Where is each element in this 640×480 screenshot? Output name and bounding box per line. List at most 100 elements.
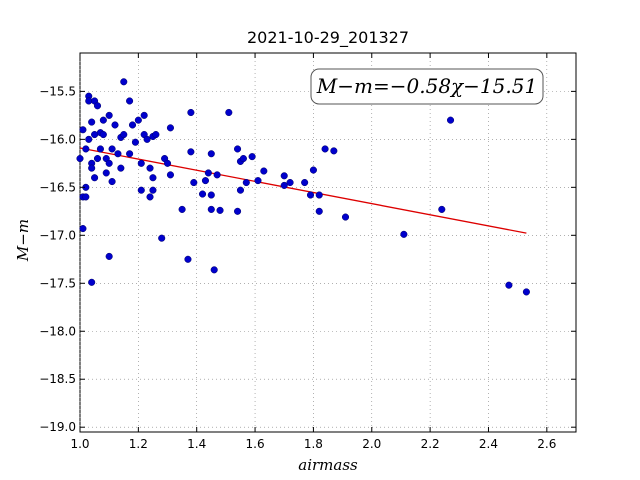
x-tick-label: 2.2 xyxy=(421,437,440,451)
data-point xyxy=(254,177,262,185)
y-axis-ticks: −15.5 −16.0 −16.5 −17.0 −17.5 −18.0 −18.5 −19.0 xyxy=(39,84,576,434)
data-point xyxy=(76,154,84,163)
y-tick-label: −19.0 xyxy=(39,420,76,434)
data-point xyxy=(446,116,455,124)
data-point xyxy=(108,145,116,153)
data-points xyxy=(76,78,530,296)
y-tick-label: −16.5 xyxy=(39,180,76,194)
plot-border xyxy=(79,52,577,433)
x-axis-ticks: 1.0 1.2 1.4 1.6 1.8 2.0 2.2 2.4 2.6 xyxy=(70,53,556,451)
data-point xyxy=(438,205,446,213)
x-tick-label: 2.0 xyxy=(362,437,381,451)
data-point xyxy=(111,121,119,129)
data-point xyxy=(234,145,242,153)
data-point xyxy=(134,116,142,124)
data-point xyxy=(152,131,160,139)
data-point xyxy=(341,213,350,221)
data-point xyxy=(93,154,102,163)
data-point xyxy=(158,234,166,242)
data-point xyxy=(126,150,134,158)
data-point xyxy=(260,167,268,175)
x-tick-label: 1.2 xyxy=(129,437,148,451)
data-point xyxy=(207,205,215,213)
data-point xyxy=(239,154,247,163)
data-point xyxy=(117,164,125,172)
data-point xyxy=(137,186,145,194)
y-tick-label: −16.0 xyxy=(39,132,76,146)
data-point xyxy=(190,178,198,187)
data-point xyxy=(79,126,87,134)
data-point xyxy=(216,206,224,214)
data-point xyxy=(315,191,323,199)
data-point xyxy=(82,193,90,201)
data-point xyxy=(149,174,157,182)
fit-equation-annotation: M−m=−0.58χ−15.51 xyxy=(310,68,544,105)
data-point xyxy=(163,159,172,167)
chart-title: 2021-10-29_201327 xyxy=(247,28,409,48)
data-point xyxy=(242,178,250,187)
data-point xyxy=(126,97,134,105)
data-point xyxy=(91,174,99,182)
data-point xyxy=(105,159,113,167)
data-point xyxy=(102,169,110,177)
data-point xyxy=(96,145,104,153)
data-point xyxy=(210,266,218,274)
data-point xyxy=(280,181,288,189)
data-point xyxy=(128,121,137,129)
data-point xyxy=(137,159,145,167)
data-point xyxy=(88,118,96,126)
fit-line-group xyxy=(79,147,527,234)
y-tick-label: −17.5 xyxy=(39,276,76,290)
data-point xyxy=(146,193,154,201)
data-point xyxy=(166,171,174,179)
data-point xyxy=(105,252,113,260)
data-point xyxy=(88,164,96,172)
data-point xyxy=(236,186,245,194)
data-point xyxy=(79,225,87,233)
data-point xyxy=(213,171,221,179)
data-point xyxy=(505,281,513,289)
data-point xyxy=(105,111,113,119)
data-point xyxy=(187,108,195,117)
data-point xyxy=(306,191,315,199)
fit-equation-text: M−m=−0.58χ−15.51 xyxy=(316,74,537,98)
data-point xyxy=(146,164,154,172)
x-tick-label: 2.4 xyxy=(479,437,498,451)
data-point xyxy=(321,145,329,153)
y-tick-label: −17.0 xyxy=(39,228,76,242)
data-point xyxy=(234,207,242,215)
data-point xyxy=(120,131,128,139)
data-point xyxy=(178,205,186,213)
data-point xyxy=(99,116,107,124)
data-point xyxy=(149,186,157,194)
data-point xyxy=(108,178,116,186)
data-point xyxy=(82,145,90,153)
data-point xyxy=(88,278,96,286)
x-tick-label: 2.6 xyxy=(537,437,556,451)
data-point xyxy=(248,153,256,161)
data-point xyxy=(207,150,215,158)
data-point xyxy=(301,178,309,187)
data-point xyxy=(166,124,174,132)
plot-area xyxy=(79,52,577,433)
data-point xyxy=(225,108,233,117)
annotation-box xyxy=(310,68,544,105)
data-point xyxy=(315,207,323,215)
data-point xyxy=(309,166,317,174)
data-point xyxy=(198,190,207,198)
data-point xyxy=(131,138,139,146)
data-point xyxy=(522,288,530,296)
y-tick-label: −18.5 xyxy=(39,372,76,386)
data-point xyxy=(143,135,151,143)
data-point xyxy=(400,230,408,238)
data-point xyxy=(120,78,128,86)
data-point xyxy=(280,172,288,180)
data-point xyxy=(85,135,93,143)
data-point xyxy=(140,111,148,119)
fit-line xyxy=(79,147,527,234)
data-point xyxy=(201,177,210,185)
data-point xyxy=(330,147,338,155)
y-tick-label: −18.0 xyxy=(39,324,76,338)
data-point xyxy=(184,255,192,263)
